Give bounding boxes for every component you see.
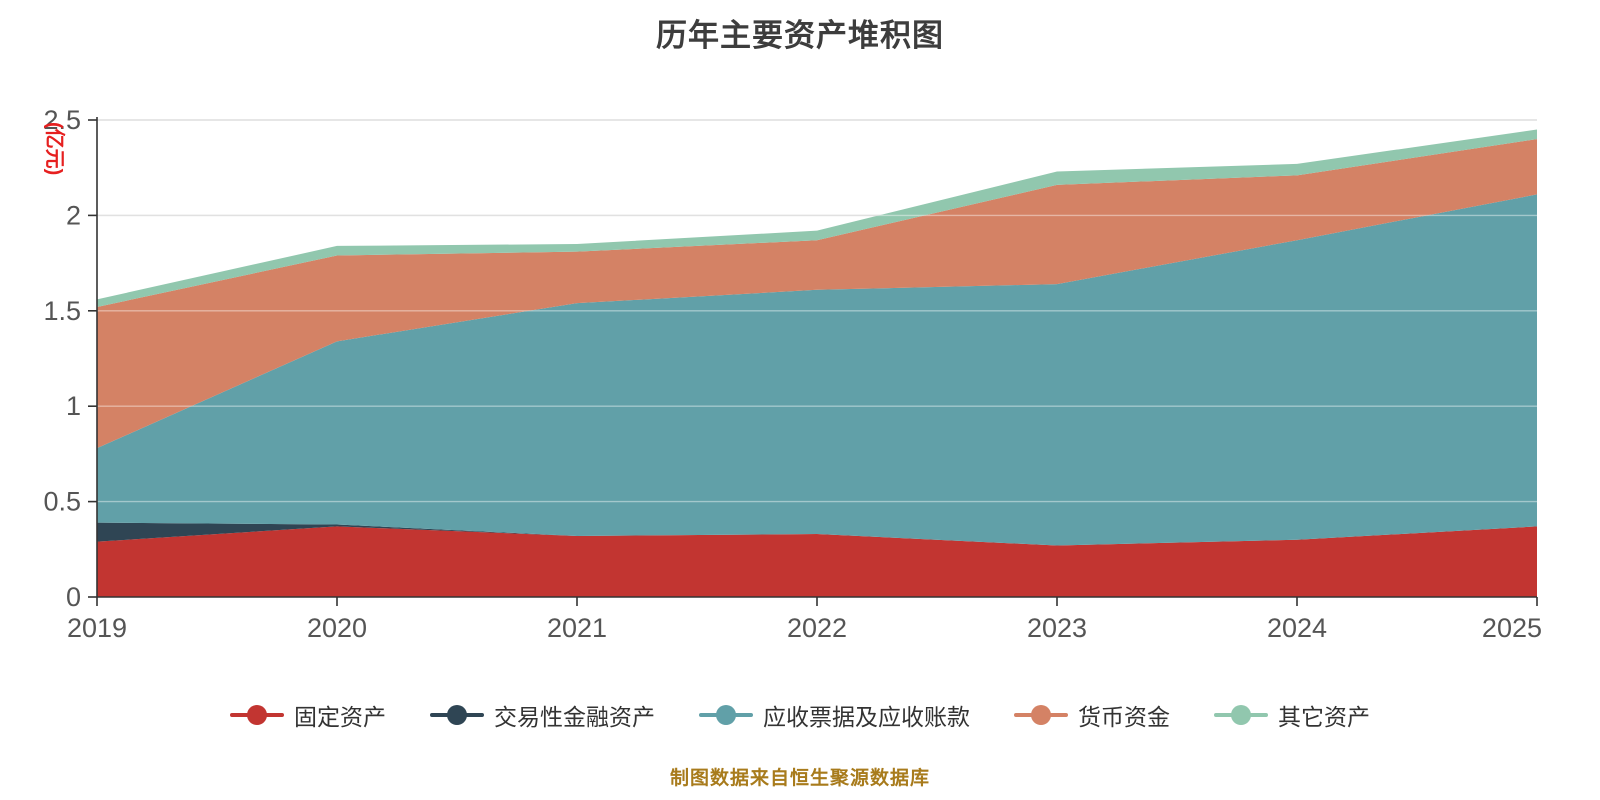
data-source-footer: 制图数据来自恒生聚源数据库 (669, 768, 930, 789)
x-tick-label: 2022 (787, 613, 847, 643)
area-series-cash-funds[interactable] (97, 139, 1537, 449)
area-series-trading-financial-assets[interactable] (97, 522, 1537, 546)
legend-label: 其它资产 (1278, 704, 1370, 730)
x-tick-label: 2024 (1267, 613, 1327, 643)
y-tick-label: 2 (66, 200, 81, 230)
legend-line-dot-icon (1014, 704, 1068, 726)
area-series-other-assets[interactable] (97, 129, 1537, 307)
x-tick-label: 2023 (1027, 613, 1087, 643)
legend-line-dot-icon (1214, 704, 1268, 726)
y-tick-label: 0.5 (43, 487, 81, 517)
y-tick-label: 1 (66, 391, 81, 421)
legend-label: 交易性金融资产 (494, 704, 655, 730)
y-tick-label: 0 (66, 582, 81, 612)
chart-title: 历年主要资产堆积图 (656, 18, 944, 53)
legend-label: 固定资产 (294, 704, 386, 730)
y-tick-label: 1.5 (43, 296, 81, 326)
legend: 固定资产 交易性金融资产 应收票据及应收账款 货币资金 其它资产 (0, 698, 1600, 732)
legend-item-trading-financial-assets[interactable]: 交易性金融资产 (430, 698, 655, 732)
x-tick-label: 2021 (547, 613, 607, 643)
legend-line-dot-icon (430, 704, 484, 726)
plot-area: 0 0.5 1 1.5 2 2.5 2019 2020 2021 2022 2023 2024 2025… (43, 105, 1542, 643)
legend-line-dot-icon (699, 704, 753, 726)
y-axis-unit-label: (亿元) (43, 122, 67, 175)
legend-item-cash-funds[interactable]: 货币资金 (1014, 698, 1170, 732)
area-series-fixed-assets[interactable] (97, 526, 1537, 597)
area-series-notes-and-receivables[interactable] (97, 194, 1537, 546)
legend-label: 货币资金 (1078, 704, 1170, 730)
x-tick-label: 2025 (1482, 613, 1542, 643)
legend-item-notes-and-receivables[interactable]: 应收票据及应收账款 (699, 698, 970, 732)
x-tick-label: 2020 (307, 613, 367, 643)
legend-item-other-assets[interactable]: 其它资产 (1214, 698, 1370, 732)
x-tick-label: 2019 (67, 613, 127, 643)
legend-line-dot-icon (230, 704, 284, 726)
legend-item-fixed-assets[interactable]: 固定资产 (230, 698, 386, 732)
legend-label: 应收票据及应收账款 (763, 704, 970, 730)
y-tick-label: 2.5 (43, 105, 81, 135)
